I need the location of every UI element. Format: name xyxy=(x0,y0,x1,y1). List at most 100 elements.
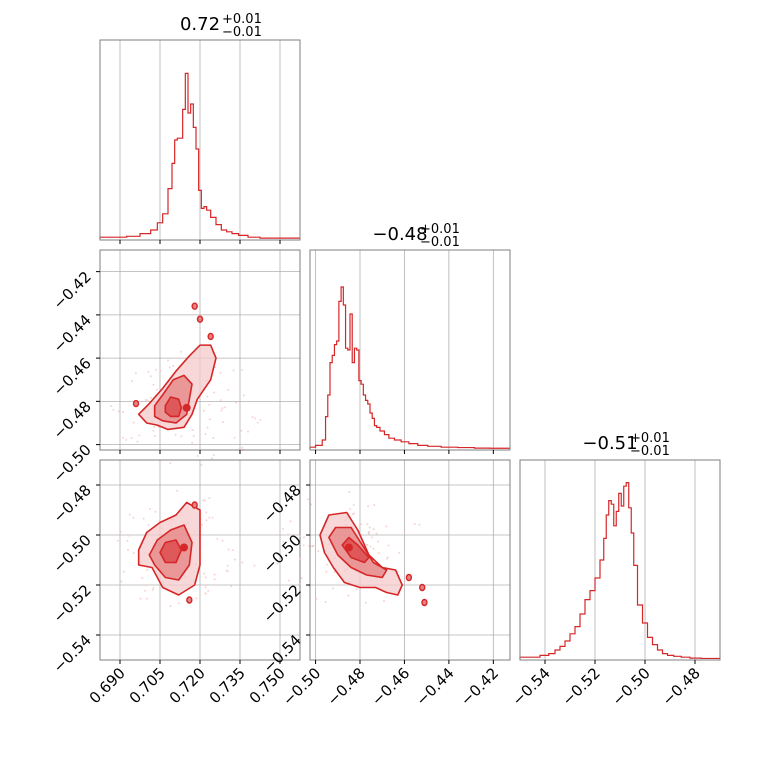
p20-2d-sample-dot xyxy=(152,586,155,589)
p20-2d-sample-dot xyxy=(201,523,204,526)
p10-2d-sample-dot xyxy=(208,403,211,406)
p10-2d-ytick-label-0: −0.42 xyxy=(50,268,95,313)
p10-2d-peak-marker xyxy=(182,403,191,412)
p10-2d-sample-dot xyxy=(144,398,147,401)
p20-2d-sample-dot xyxy=(126,549,129,552)
p20-2d-xtick-label-1: 0.705 xyxy=(126,664,169,707)
title-p2-sup: +0.01 xyxy=(630,431,670,446)
p1-marginal-histogram-line xyxy=(309,286,510,449)
p10-2d-sample-dot xyxy=(138,434,141,437)
p10-2d-sample-dot xyxy=(253,417,256,420)
p21-2d-sample-dot xyxy=(418,523,421,526)
p20-2d-sample-dot xyxy=(195,597,198,600)
p2-marginal-xtick-label-1: −0.52 xyxy=(559,664,604,709)
p20-2d-sample-dot xyxy=(231,549,234,552)
p20-2d-sample-dot xyxy=(141,576,144,579)
p21-2d-ytick-label-0: −0.48 xyxy=(260,481,305,526)
p21-2d-sample-dot xyxy=(377,552,380,555)
p21-2d-sample-dot xyxy=(364,601,367,604)
p10-2d-sample-dot xyxy=(159,369,162,372)
p10-2d-sample-dot xyxy=(130,436,133,439)
p21-2d-sample-dot xyxy=(413,522,416,525)
p21-2d-contour-island-2 xyxy=(421,598,428,607)
p1-marginal-frame xyxy=(309,249,511,451)
p10-2d-sample-dot xyxy=(240,429,243,432)
p21-2d-sample-dot xyxy=(366,523,369,526)
p10-2d-contour-island-1 xyxy=(196,315,204,323)
p10-2d-sample-dot xyxy=(212,436,215,439)
p10-2d-sample-dot xyxy=(200,463,203,466)
p10-2d-sample-dot xyxy=(247,430,250,433)
p20-2d-sample-dot xyxy=(230,585,233,588)
p10-2d-ytick-label-1: −0.44 xyxy=(50,311,95,356)
p10-2d-sample-dot xyxy=(172,364,175,367)
p21-2d-sample-dot xyxy=(315,597,318,600)
p10-2d-sample-dot xyxy=(213,391,216,394)
p10-2d-sample-dot xyxy=(196,454,199,457)
p10-2d-sample-dot xyxy=(169,462,172,465)
p21-2d-sample-dot xyxy=(286,533,289,536)
p10-2d-sample-dot xyxy=(147,371,150,374)
p20-2d-sample-dot xyxy=(145,597,148,600)
p10-2d-sample-dot xyxy=(110,405,113,408)
p21-2d-sample-dot xyxy=(358,524,361,527)
p10-2d-ytick-label-2: −0.46 xyxy=(50,354,95,399)
p10-2d-sample-dot xyxy=(112,408,115,411)
p20-2d-ytick-label-3: −0.54 xyxy=(50,631,95,676)
p20-2d-sample-dot xyxy=(253,564,256,567)
p21-2d-sample-dot xyxy=(348,490,351,493)
p10-2d-ytick-label-3: −0.48 xyxy=(50,397,95,442)
p21-2d-sample-dot xyxy=(302,544,305,547)
p20-2d-sample-dot xyxy=(127,534,130,537)
title-p2-sub: −0.01 xyxy=(630,444,670,459)
p20-2d-xtick-label-2: 0.720 xyxy=(166,664,209,707)
p20-2d-sample-dot xyxy=(128,513,131,516)
p21-2d-sample-dot xyxy=(281,527,284,530)
p10-2d-sample-dot xyxy=(221,407,224,410)
p20-2d-sample-dot xyxy=(119,530,122,533)
p20-2d-sample-dot xyxy=(116,539,119,542)
p21-2d-sample-dot xyxy=(276,562,279,565)
p10-2d-sample-dot xyxy=(204,433,207,436)
p20-2d-ytick-label-1: −0.50 xyxy=(50,531,95,576)
p20-2d-sample-dot xyxy=(211,516,214,519)
p10-2d-contour-level-2 xyxy=(164,396,183,418)
p20-2d-sample-dot xyxy=(132,552,135,555)
p21-2d-sample-dot xyxy=(325,570,328,573)
p20-2d-sample-dot xyxy=(207,589,210,592)
p10-2d-sample-dot xyxy=(222,421,225,424)
p20-2d-sample-dot xyxy=(132,516,135,519)
p20-2d-sample-dot xyxy=(154,510,157,513)
p2-marginal-xtick-label-2: −0.50 xyxy=(609,664,654,709)
p10-2d-sample-dot xyxy=(180,435,183,438)
p21-2d-sample-dot xyxy=(276,553,279,556)
p10-2d-sample-dot xyxy=(125,438,128,441)
p21-2d-sample-dot xyxy=(333,570,336,573)
p20-2d-sample-dot xyxy=(144,584,147,587)
p10-2d-sample-dot xyxy=(212,453,215,456)
p2-marginal-xtick-label-0: −0.54 xyxy=(509,664,554,709)
p20-2d-xtick-label-3: 0.735 xyxy=(206,664,249,707)
panels: −0.54 −0.52 −0.50 −0.48−0.42−0.44−0.46−0.48… xyxy=(50,39,721,709)
p20-2d-ytick-label-0: −0.48 xyxy=(50,481,95,526)
p10-2d-sample-dot xyxy=(235,401,238,404)
p10-2d-sample-dot xyxy=(241,368,244,371)
p20-2d-sample-dot xyxy=(205,519,208,522)
p21-2d-sample-dot xyxy=(403,531,406,534)
p21-2d-sample-dot xyxy=(298,582,301,585)
p10-2d-sample-dot xyxy=(208,418,211,421)
p21-2d-sample-dot xyxy=(398,551,401,554)
p10-2d-sample-dot xyxy=(152,383,155,386)
p20-2d-sample-dot xyxy=(120,580,123,583)
title-p1-base: −0.48 xyxy=(372,224,427,245)
p20-2d-sample-dot xyxy=(204,576,207,579)
p21-2d-sample-dot xyxy=(367,505,370,508)
p10-2d-sample-dot xyxy=(155,388,158,391)
p20-2d-sample-dot xyxy=(176,489,179,492)
p2-marginal-xtick-label-3: −0.48 xyxy=(659,664,704,709)
p21-2d-contour-island-1 xyxy=(419,583,426,592)
p20-2d-contour-island-0 xyxy=(186,596,193,604)
title-p2: −0.51 xyxy=(582,433,637,454)
p20-2d-sample-dot xyxy=(208,516,211,519)
p10-2d-sample-dot xyxy=(149,396,152,399)
